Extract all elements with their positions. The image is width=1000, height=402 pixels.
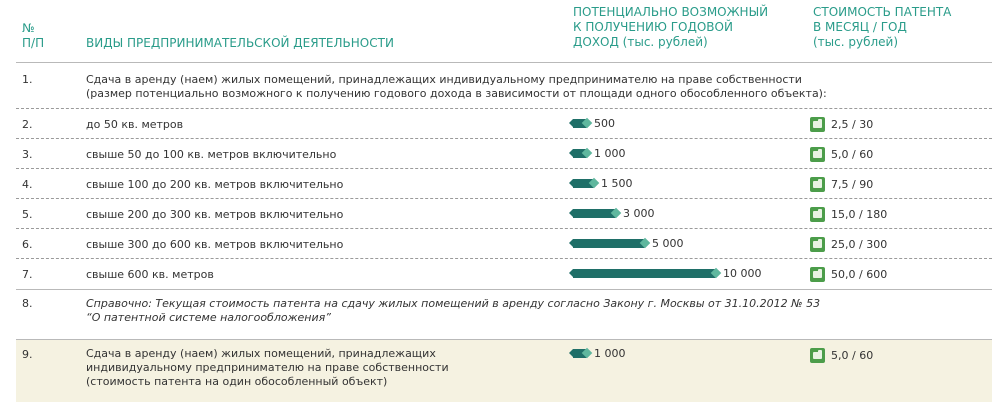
row-number: 2. [22,118,33,131]
reference-note: Справочно: Текущая стоимость патента на … [86,297,820,325]
income-bar: 1 500 [569,176,633,190]
wallet-icon [810,348,825,363]
row-label: до 50 кв. метров [86,118,184,131]
reference-line2: “О патентной системе налогообложения” [86,311,331,324]
header-income-line2: К ПОЛУЧЕНИЮ ГОДОВОЙ [573,20,733,34]
income-value: 5 000 [652,236,684,250]
bar-arrow-icon [569,148,587,158]
header-income-line3: ДОХОД (тыс. рублей) [573,35,708,49]
row-divider [16,289,992,290]
row-divider [16,339,992,340]
header-cost-line2: В МЕСЯЦ / ГОД [813,20,907,34]
bar-arrow-icon [569,268,716,278]
income-value: 3 000 [623,206,655,220]
row-number: 1. [22,73,33,86]
header-num-line2: П/П [22,36,45,50]
row-label: свыше 200 до 300 кв. метров включительно [86,208,344,221]
row-label: свыше 100 до 200 кв. метров включительно [86,178,344,191]
reference-line1: Справочно: Текущая стоимость патента на … [86,297,820,311]
row-number: 5. [22,208,33,221]
cost-value: 5,0 / 60 [831,349,874,362]
row-number: 4. [22,178,33,191]
reference-prefix: Справочно [86,297,149,310]
income-bar-row9: 1 000 [569,346,626,360]
row-number: 9. [22,348,33,361]
header-num-line1: № [22,21,35,35]
row1-line2: (размер потенциально возможного к получе… [86,87,827,100]
income-bar: 3 000 [569,206,655,220]
column-header-cost: СТОИМОСТЬ ПАТЕНТА В МЕСЯЦ / ГОД (тыс. ру… [813,5,951,50]
wallet-icon [810,267,825,282]
bar-arrow-icon [569,178,594,188]
row-divider [16,228,992,229]
cost-value: 5,0 / 60 [831,148,874,161]
cost-value: 25,0 / 300 [831,238,888,251]
row9-line1: Сдача в аренду (наем) жилых помещений, п… [86,347,436,360]
patent-cost: 5,0 / 60 [810,348,873,363]
row-description: Сдача в аренду (наем) жилых помещений, п… [86,73,827,101]
reference-text: : Текущая стоимость патента на сдачу жил… [148,297,821,310]
bar-arrow-icon [569,208,616,218]
patent-cost: 15,0 / 180 [810,207,887,222]
row-divider [16,198,992,199]
wallet-icon [810,207,825,222]
income-bar: 1 000 [569,146,626,160]
income-bar: 10 000 [569,266,762,280]
row-divider [16,168,992,169]
cost-value: 7,5 / 90 [831,178,874,191]
wallet-icon [810,147,825,162]
column-header-income: ПОТЕНЦИАЛЬНО ВОЗМОЖНЫЙ К ПОЛУЧЕНИЮ ГОДОВ… [573,5,768,50]
header-cost-line3: (тыс. рублей) [813,35,899,49]
cost-value: 50,0 / 600 [831,268,888,281]
income-bar: 500 [569,116,615,130]
row-number: 8. [22,297,33,310]
income-value: 500 [594,116,615,130]
patent-cost: 2,5 / 30 [810,117,873,132]
row-description: Сдача в аренду (наем) жилых помещений, п… [86,347,449,389]
row-divider [16,138,992,139]
row9-line3: (стоимость патента на один обособленный … [86,375,388,388]
patent-cost: 5,0 / 60 [810,147,873,162]
row9-line2: индивидуальному предпринимателю на праве… [86,361,449,374]
patent-cost: 25,0 / 300 [810,237,887,252]
row-divider [16,258,992,259]
row-number: 6. [22,238,33,251]
header-income-line1: ПОТЕНЦИАЛЬНО ВОЗМОЖНЫЙ [573,5,769,19]
row-divider [16,108,992,109]
column-header-number: № П/П [22,21,44,51]
income-bar: 5 000 [569,236,684,250]
column-header-activity: ВИДЫ ПРЕДПРИНИМАТЕЛЬСКОЙ ДЕЯТЕЛЬНОСТИ [86,36,394,51]
header-activity: ВИДЫ ПРЕДПРИНИМАТЕЛЬСКОЙ ДЕЯТЕЛЬНОСТИ [86,36,394,50]
patent-cost: 50,0 / 600 [810,267,887,282]
row-label: свыше 50 до 100 кв. метров включительно [86,148,337,161]
row-label: свыше 600 кв. метров [86,268,214,281]
bar-arrow-icon [569,238,645,248]
row1-line1: Сдача в аренду (наем) жилых помещений, п… [86,73,802,86]
income-value: 1 000 [594,146,626,160]
wallet-icon [810,177,825,192]
bar-arrow-icon [569,348,587,358]
income-value: 1 500 [601,176,633,190]
header-divider [16,62,992,63]
patent-cost: 7,5 / 90 [810,177,873,192]
income-value: 1 000 [594,346,626,360]
cost-value: 2,5 / 30 [831,118,874,131]
income-value: 10 000 [723,266,762,280]
wallet-icon [810,237,825,252]
cost-value: 15,0 / 180 [831,208,888,221]
wallet-icon [810,117,825,132]
row-number: 3. [22,148,33,161]
row-number: 7. [22,268,33,281]
header-cost-line1: СТОИМОСТЬ ПАТЕНТА [813,5,952,19]
row-label: свыше 300 до 600 кв. метров включительно [86,238,344,251]
highlighted-row [16,339,992,402]
bar-arrow-icon [569,118,587,128]
